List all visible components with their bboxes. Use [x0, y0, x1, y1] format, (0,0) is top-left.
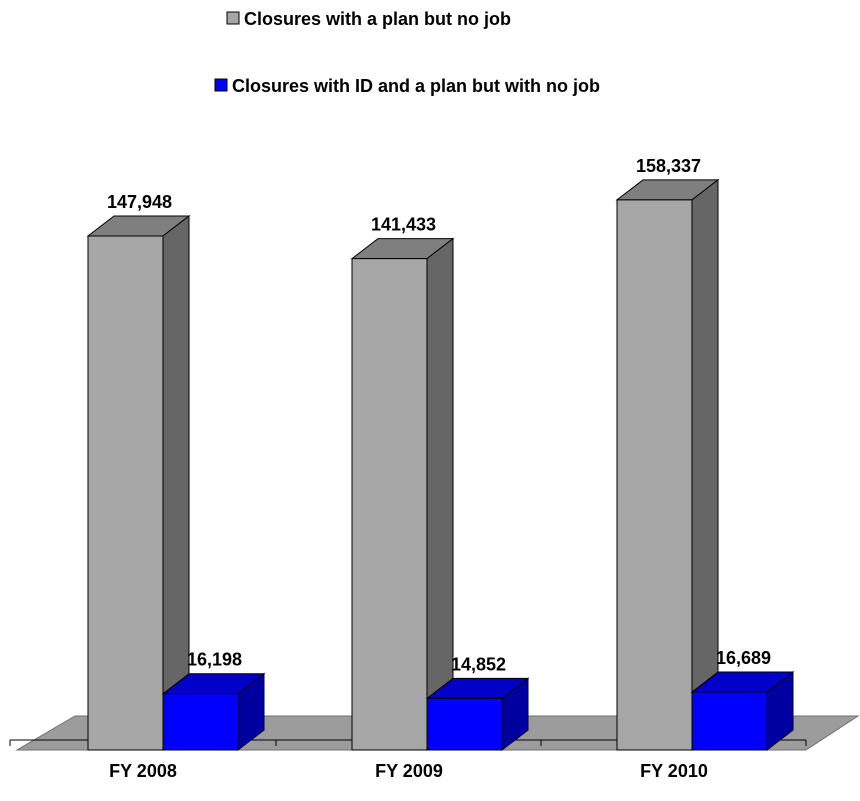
bar-2-2 [425, 677, 530, 752]
data-label: 16,689 [716, 648, 771, 668]
bar-1-1 [86, 214, 191, 752]
x-tick-label: FY 2010 [640, 761, 708, 781]
data-label: 147,948 [107, 192, 172, 212]
data-label: 14,852 [451, 654, 506, 674]
data-label: 141,433 [371, 215, 436, 235]
legend: Closures with a plan but no job Closures … [214, 9, 600, 96]
data-label: 16,198 [187, 650, 242, 670]
legend-label-1: Closures with a plan but no job [244, 9, 511, 29]
bars [86, 178, 795, 752]
value-labels: 147,948 16,198 141,433 14,852 158,337 16,689 [107, 156, 771, 674]
bar-2-1 [161, 672, 266, 752]
data-label: 158,337 [636, 156, 701, 176]
bar-2-3 [690, 671, 795, 752]
x-tick-label: FY 2009 [375, 761, 443, 781]
legend-label-2: Closures with ID and a plan but with no … [232, 76, 600, 96]
legend-swatch-2 [214, 78, 228, 92]
x-tick-label: FY 2008 [109, 761, 177, 781]
bar-1-3 [615, 178, 720, 752]
legend-swatch-1 [226, 11, 240, 25]
bar-1-2 [350, 237, 455, 752]
